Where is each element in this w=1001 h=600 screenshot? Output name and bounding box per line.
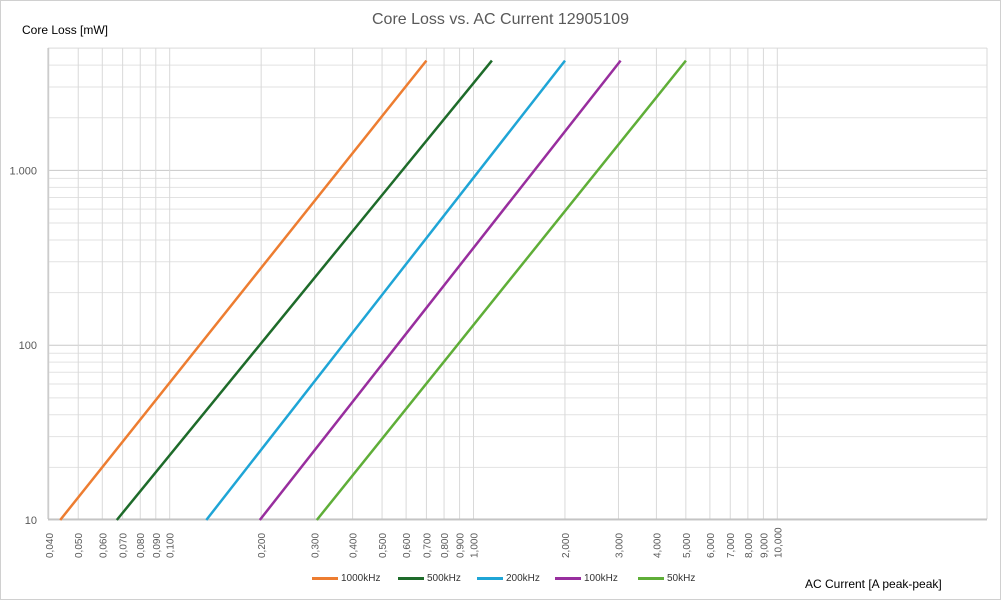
x-tick-label: 0,300 — [311, 533, 322, 558]
legend-label: 1000kHz — [341, 573, 381, 584]
legend-item-200khz: 200kHz — [477, 573, 540, 584]
legend-item-100khz: 100kHz — [555, 573, 618, 584]
x-tick-label: 4,000 — [652, 533, 663, 558]
x-tick-label: 0,900 — [456, 533, 467, 558]
y-axis-label: Core Loss [mW] — [22, 23, 109, 37]
x-tick-label: 3,000 — [614, 533, 625, 558]
x-tick-label: 1,000 — [470, 533, 481, 558]
x-tick-label: 0,090 — [152, 533, 163, 558]
legend-label: 500kHz — [427, 573, 461, 584]
x-tick-label: 7,000 — [726, 533, 737, 558]
x-tick-label: 5,000 — [682, 533, 693, 558]
x-tick-label: 0,080 — [136, 533, 147, 558]
x-tick-label: 6,000 — [706, 533, 717, 558]
x-tick-label: 10,000 — [773, 527, 784, 558]
x-tick-label: 9,000 — [759, 533, 770, 558]
x-axis-label: AC Current [A peak-peak] — [805, 577, 942, 591]
y-tick-label: 100 — [19, 340, 37, 352]
legend-swatch — [477, 577, 503, 580]
x-tick-label: 0,050 — [74, 533, 85, 558]
x-tick-label: 0,070 — [119, 533, 130, 558]
x-tick-label: 0,800 — [440, 533, 451, 558]
legend-item-500khz: 500kHz — [398, 573, 461, 584]
chart-legend: 1000kHz 500kHz 200kHz 100kHz 50kHz — [0, 573, 1001, 587]
x-tick-label: 0,200 — [257, 533, 268, 558]
legend-swatch — [638, 577, 664, 580]
legend-item-1000khz: 1000kHz — [312, 573, 380, 584]
legend-swatch — [398, 577, 424, 580]
x-tick-label: 0,040 — [45, 533, 56, 558]
series-line-500khz — [115, 59, 493, 521]
series-line-200khz — [205, 59, 566, 521]
x-tick-label: 0,500 — [378, 533, 389, 558]
x-tick-label: 8,000 — [744, 533, 755, 558]
y-tick-label: 1.000 — [9, 165, 37, 177]
chart-title: Core Loss vs. AC Current 12905109 — [371, 11, 630, 28]
series-line-50khz — [315, 59, 687, 521]
x-tick-label: 2,000 — [561, 533, 572, 558]
legend-item-50khz: 50kHz — [638, 573, 695, 584]
legend-label: 200kHz — [506, 573, 540, 584]
x-tick-label: 0,700 — [422, 533, 433, 558]
legend-swatch — [312, 577, 338, 580]
x-tick-label: 0,060 — [98, 533, 109, 558]
x-tick-label: 0,600 — [402, 533, 413, 558]
series-line-1000khz — [59, 59, 428, 521]
y-tick-label: 10 — [25, 515, 37, 527]
legend-swatch — [555, 577, 581, 580]
x-tick-label: 0,100 — [166, 533, 177, 558]
legend-label: 50kHz — [667, 573, 696, 584]
x-tick-label: 0,400 — [349, 533, 360, 558]
series-line-100khz — [258, 59, 622, 521]
legend-label: 100kHz — [584, 573, 618, 584]
